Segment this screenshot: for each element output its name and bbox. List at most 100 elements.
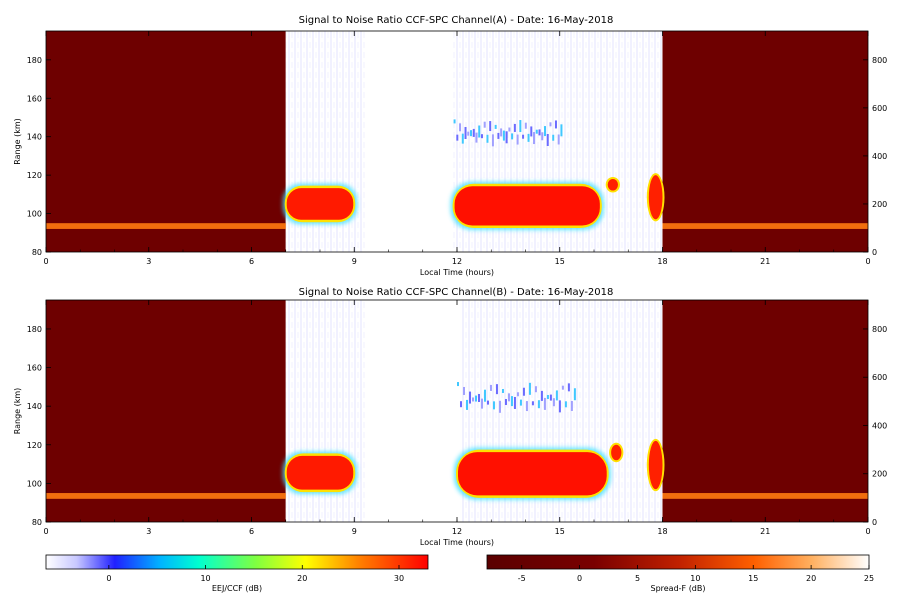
panel-a-heatmap (46, 31, 868, 252)
y-tick-label: 80 (32, 248, 42, 257)
colorbar-spread-f: -5 0 5 10 15 20 25 Spread-F (dB) (486, 554, 874, 593)
ccf-layer (458, 452, 607, 496)
eej-echo (495, 384, 498, 395)
y2-tick-label: 0 (872, 518, 877, 527)
eej-echo (564, 401, 567, 408)
eej-echo (468, 391, 471, 404)
eej-echo (500, 128, 503, 137)
x-tick-label: 9 (352, 527, 357, 536)
eej-echo (467, 131, 470, 136)
blob (648, 440, 663, 490)
panel-b-heatmap (46, 300, 868, 522)
ccf-layer (286, 188, 354, 220)
y-tick-label: 120 (27, 441, 42, 450)
colorbar-eej-ccf: 0 10 20 30 EEJ/CCF (dB) (45, 554, 429, 593)
eej-echo (519, 120, 522, 133)
eej-echo (549, 394, 552, 401)
eej-echo (465, 399, 468, 410)
eej-echo (507, 393, 510, 402)
eej-echo (527, 133, 530, 142)
x-tick-label: 18 (657, 257, 667, 266)
y2-tick-label: 800 (872, 325, 887, 334)
eej-echo (522, 134, 525, 139)
ccf-layer (454, 186, 600, 226)
eej-echo (457, 382, 459, 387)
eej-echo (543, 397, 546, 410)
eej-echo (501, 388, 504, 393)
panel-a-title: Signal to Noise Ratio CCF-SPC Channel(A)… (299, 15, 614, 26)
ccf-layer (286, 455, 354, 490)
x-tick-label: 0 (865, 527, 870, 536)
y-tick-label: 160 (27, 364, 42, 373)
x-tick-label: 15 (555, 257, 565, 266)
eej-echo (489, 121, 492, 132)
eej-echo (541, 132, 544, 141)
eej-echo (478, 125, 481, 138)
spread-f-region (46, 31, 286, 252)
eej-echo (524, 122, 527, 129)
colorbar-tick-label: 0 (106, 574, 111, 583)
eej-echo (471, 397, 474, 402)
eej-echo (549, 122, 552, 127)
x-tick-label: 0 (865, 257, 870, 266)
eej-echo (540, 390, 543, 401)
spread-f-region (46, 300, 286, 522)
x-tick-label: 9 (352, 257, 357, 266)
eej-echo (472, 128, 475, 137)
eej-echo (486, 400, 489, 405)
eej-echo (498, 400, 501, 413)
eej-echo (555, 390, 558, 401)
y2-tick-label: 600 (872, 373, 887, 382)
y2-tick-label: 200 (872, 200, 887, 209)
panel-b-x-ticks: 0 3 6 9 12 15 18 21 0 (43, 300, 871, 536)
eej-echo (516, 392, 519, 397)
eej-echo (505, 131, 508, 144)
y2-tick-label: 200 (872, 470, 887, 479)
y-tick-label: 160 (27, 94, 42, 103)
eej-echo (464, 126, 467, 139)
y-tick-label: 140 (27, 402, 42, 411)
eej-echo (513, 123, 516, 132)
eej-echo (477, 393, 480, 402)
x-tick-label: 0 (43, 527, 48, 536)
y2-tick-label: 600 (872, 104, 887, 113)
y2-tick-label: 800 (872, 56, 887, 65)
eej-echo (502, 130, 505, 141)
panel-a-y2-ticks: 0 200 400 600 800 (863, 56, 887, 257)
eej-echo (474, 395, 477, 402)
eej-echo (546, 394, 549, 399)
eej-echo (483, 389, 486, 402)
eej-echo (522, 387, 525, 396)
eej-echo (567, 383, 570, 392)
y-tick-label: 100 (27, 479, 42, 488)
eej-echo (538, 129, 541, 136)
eej-echo (557, 134, 560, 145)
sporadic-e-line (46, 223, 286, 229)
panel-channel-b: Signal to Noise Ratio CCF-SPC Channel(B)… (13, 287, 887, 547)
eej-echo (504, 399, 507, 406)
panel-a-y-label: Range (km) (13, 118, 22, 165)
x-tick-label: 3 (146, 257, 151, 266)
eej-echo (508, 127, 511, 132)
eej-echo (570, 400, 573, 411)
eej-echo (519, 399, 522, 406)
sporadic-e-line (46, 493, 286, 499)
colorbar-eej-ccf-ticks: 0 10 20 30 (106, 565, 404, 583)
eej-echo (534, 386, 537, 393)
y2-tick-label: 400 (872, 421, 887, 430)
x-tick-label: 18 (657, 527, 667, 536)
spread-f-region (662, 31, 868, 252)
eej-echo (494, 124, 497, 129)
blob (611, 444, 622, 461)
panel-b-y-ticks: 80 100 120 140 160 180 (27, 325, 51, 527)
eej-echo (459, 123, 462, 132)
eej-echo (546, 133, 549, 146)
colorbar-spread-f-label: Spread-F (dB) (650, 584, 705, 593)
eej-echo (459, 401, 462, 408)
eej-echo (486, 134, 489, 143)
eej-echo (560, 124, 563, 137)
x-tick-label: 0 (43, 257, 48, 266)
colorbar-tick-label: 0 (577, 574, 582, 583)
eej-echo (475, 132, 478, 143)
